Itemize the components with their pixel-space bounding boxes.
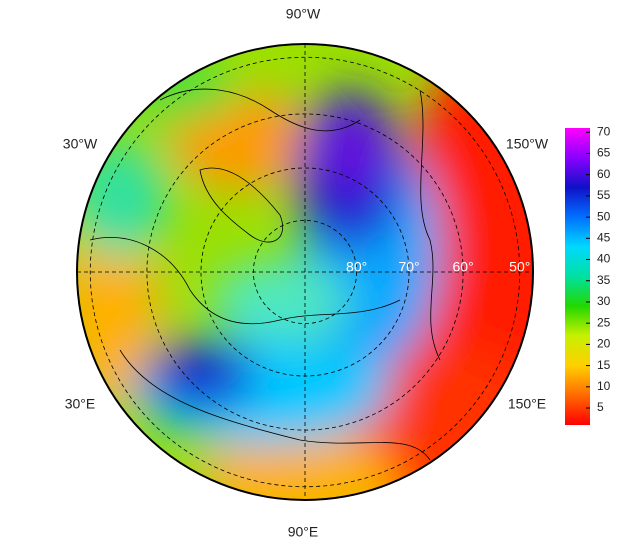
colorbar-tick-label: 40	[597, 252, 611, 266]
colorbar-tick-label: 20	[597, 337, 611, 351]
colorbar-tick-label: 70	[597, 124, 611, 138]
lon-label: 90°W	[286, 6, 321, 22]
latitude-circle	[89, 56, 521, 488]
colorbar-tick-label: 30	[597, 294, 611, 308]
colorbar: 5 10 15 20 25 30 35 40 45 50 55 60 65 70	[565, 124, 611, 425]
colorbar-tick-label: 45	[597, 230, 611, 244]
colorbar-tick-label: 65	[597, 146, 611, 160]
colorbar-tick-label: 55	[597, 188, 611, 202]
colorbar-tick-label: 60	[597, 167, 611, 181]
latitude-circle	[146, 113, 464, 431]
lon-label: 150°E	[508, 396, 546, 412]
colorbar-tick-label: 25	[597, 315, 611, 329]
colorbar-tick-label: 35	[597, 273, 611, 287]
lat-label: 70°	[398, 259, 419, 275]
latitude-circle	[200, 167, 410, 377]
lon-label: 150°W	[506, 136, 549, 152]
colorbar-tick-label: 5	[597, 400, 604, 414]
lat-label: 80°	[346, 259, 367, 275]
lon-label: 90°E	[288, 524, 319, 540]
field	[77, 44, 533, 500]
colorbar-tick-label: 50	[597, 209, 611, 223]
colorbar-tick-label: 10	[597, 379, 611, 393]
coastlines	[89, 88, 441, 461]
lat-label: 60°	[453, 259, 474, 275]
lon-label: 30°W	[63, 136, 98, 152]
lon-label: 30°E	[65, 396, 96, 412]
colorbar-ramp	[565, 128, 590, 425]
colorbar-tick-label: 15	[597, 358, 611, 372]
latitude-circle	[252, 219, 358, 325]
lat-label: 50°	[509, 259, 530, 275]
